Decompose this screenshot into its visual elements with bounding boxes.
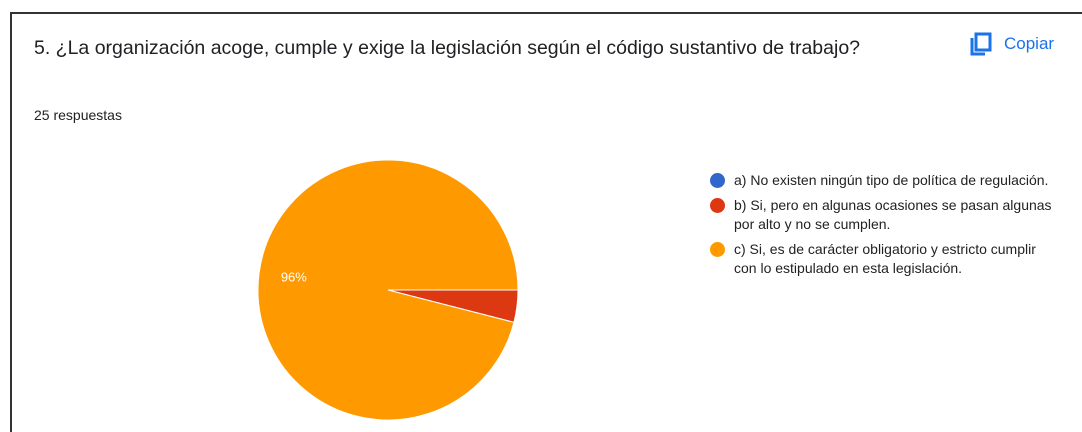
- card: [10, 12, 1082, 432]
- legend-marker: [710, 173, 725, 188]
- copy-icon: [970, 32, 992, 56]
- legend-marker: [710, 198, 725, 213]
- legend-item: c) Si, es de carácter obligatorio y estr…: [710, 240, 1055, 278]
- legend-label: a) No existen ningún tipo de política de…: [734, 172, 1049, 188]
- legend-marker: [710, 242, 725, 257]
- pie-slice: [257, 159, 519, 421]
- legend-label: c) Si, es de carácter obligatorio y estr…: [734, 241, 1036, 276]
- slice-label: 96%: [281, 270, 307, 285]
- copy-label[interactable]: Copiar: [1004, 34, 1055, 53]
- legend-item: a) No existen ningún tipo de política de…: [710, 171, 1055, 190]
- legend-label: b) Si, pero en algunas ocasiones se pasa…: [734, 197, 1052, 232]
- legend: a) No existen ningún tipo de política de…: [710, 171, 1055, 284]
- question-title: 5. ¿La organización acoge, cumple y exig…: [34, 37, 861, 59]
- copy-button[interactable]: Copiar: [970, 32, 1054, 56]
- response-count: 25 respuestas: [34, 107, 122, 123]
- legend-item: b) Si, pero en algunas ocasiones se pasa…: [710, 196, 1055, 234]
